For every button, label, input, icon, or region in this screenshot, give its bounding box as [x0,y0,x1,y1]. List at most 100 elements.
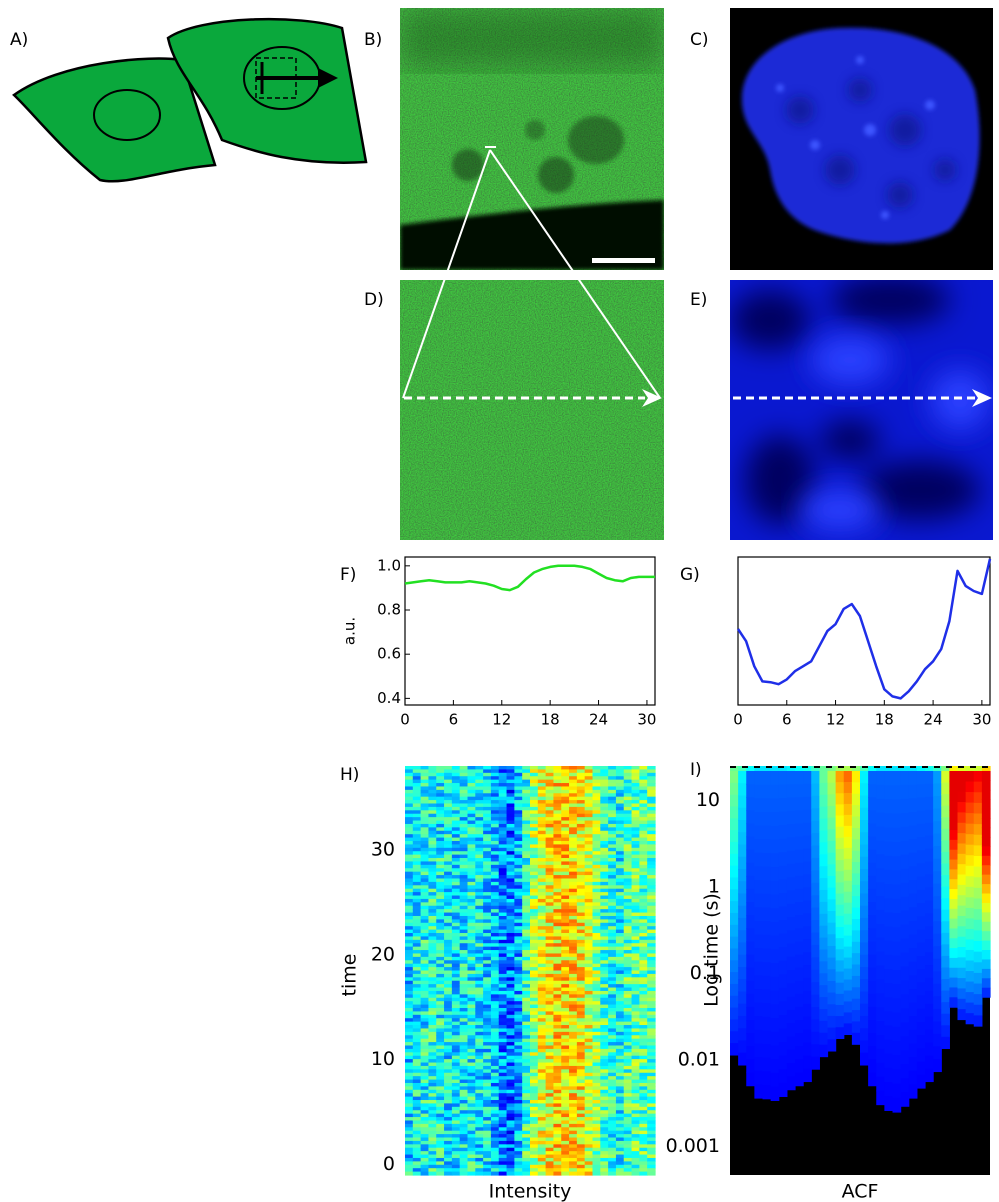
heatmap-cell [421,841,429,845]
heatmap-cell [844,881,853,893]
heatmap-cell [444,1008,452,1012]
heatmap-cell [738,844,747,857]
heatmap-cell [730,1043,739,1055]
heatmap-cell [499,1083,507,1087]
heatmap-cell [600,947,608,951]
heatmap-cell [569,831,577,835]
heatmap-cell [436,1161,444,1165]
heatmap-cell [413,786,421,790]
heatmap-cell [901,855,910,870]
heatmap-cell [553,977,561,981]
heatmap-cell [600,858,608,862]
heatmap-cell [468,930,476,934]
heatmap-cell [413,899,421,903]
heatmap-cell [600,834,608,838]
heatmap-cell [585,831,593,835]
heatmap-cell [608,766,616,770]
heatmap-cell [884,997,893,1012]
heatmap-cell [738,918,747,931]
heatmap-cell [468,844,476,848]
heatmap-cell [569,1056,577,1060]
heatmap-cell [475,988,483,992]
heatmap-cell [522,953,530,957]
heatmap-cell [852,862,861,874]
heatmap-cell [639,1090,647,1094]
heatmap-cell [639,1131,647,1135]
heatmap-cell [421,1001,429,1005]
heatmap-cell [763,1003,772,1017]
heatmap-cell [428,1148,436,1152]
heatmap-cell [460,1008,468,1012]
heatmap-cell [522,824,530,828]
heatmap-cell [491,984,499,988]
heatmap-cell [499,889,507,893]
heatmap-cell [909,866,918,880]
heatmap-cell [754,866,763,880]
heatmap-cell [491,1008,499,1012]
heatmap-cell [538,841,546,845]
heatmap-cell [746,955,755,969]
heatmap-cell [452,780,460,784]
heatmap-cell [933,934,942,947]
heatmap-cell [844,859,853,871]
heatmap-cell [405,892,413,896]
heatmap-cell [514,906,522,910]
heatmap-cell [647,1155,655,1159]
heatmap-cell [553,1066,561,1070]
heatmap-cell [639,841,647,845]
heatmap-cell [917,863,926,877]
heatmap-cell [876,910,885,925]
heatmap-cell [514,1134,522,1138]
heatmap-cell [538,930,546,934]
heatmap-cell [475,858,483,862]
heatmap-cell [966,950,975,961]
heatmap-cell [616,1086,624,1090]
heatmap-cell [405,971,413,975]
heatmap-cell [530,1114,538,1118]
heatmap-cell [428,947,436,951]
heatmap-cell [958,906,967,917]
heatmap-cell [413,1069,421,1073]
heatmap-cell [632,810,640,814]
heatmap-cell [405,773,413,777]
heatmap-cell [514,1073,522,1077]
heatmap-cell [639,933,647,937]
heatmap-cell [546,977,554,981]
heatmap-cell [491,868,499,872]
heatmap-cell [522,1131,530,1135]
heatmap-cell [608,1172,616,1176]
heatmap-cell [436,1168,444,1172]
heatmap-cell [569,827,577,831]
heatmap-cell [413,1032,421,1036]
heatmap-cell [958,833,967,844]
heatmap-cell [561,994,569,998]
heatmap-cell [632,827,640,831]
x-tick-label: 24 [589,711,608,729]
heatmap-cell [452,994,460,998]
heatmap-cell [577,872,585,876]
heatmap-cell [577,994,585,998]
heatmap-cell [553,1032,561,1036]
heatmap-cell [405,950,413,954]
heatmap-cell [553,858,561,862]
heatmap-cell [958,947,967,958]
heatmap-cell [616,899,624,903]
heatmap-cell [491,916,499,920]
heatmap-cell [491,1086,499,1090]
heatmap-cell [608,872,616,876]
heatmap-cell [795,850,804,864]
heatmap-cell [444,1114,452,1118]
heatmap-cell [639,902,647,906]
heatmap-cell [475,1120,483,1124]
heatmap-cell [819,961,828,974]
heatmap-cell [974,899,983,910]
heatmap-cell [553,882,561,886]
heatmap-cell [530,892,538,896]
heatmap-cell [483,1073,491,1077]
heatmap-cell [577,786,585,790]
heatmap-cell [647,964,655,968]
heatmap-cell [941,979,950,991]
heatmap-cell [468,824,476,828]
heatmap-cell [647,780,655,784]
heatmap-cell [844,815,853,827]
